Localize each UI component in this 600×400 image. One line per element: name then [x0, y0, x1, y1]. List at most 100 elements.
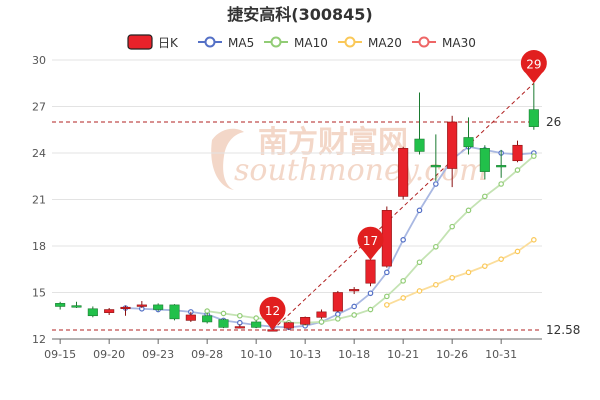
- legend-label: MA10: [294, 36, 328, 50]
- ma-point-ma20: [400, 295, 406, 301]
- ma-point-ma10: [318, 319, 325, 325]
- candle-body: [398, 148, 409, 197]
- ma-point-ma5: [384, 269, 390, 276]
- ma-point-ma10: [237, 312, 243, 319]
- marker-pin: [520, 50, 547, 84]
- ma-point-ma20: [498, 256, 504, 262]
- ma-point-ma10: [335, 316, 341, 322]
- candle-body: [349, 289, 360, 292]
- legend-swatch-candle: [127, 34, 153, 50]
- ma-point-ma5: [367, 290, 374, 297]
- chart-title: 捷安高科(300845): [227, 5, 372, 24]
- ma-point-ma10: [400, 278, 406, 284]
- candle-body: [316, 311, 327, 318]
- grid: [52, 59, 542, 340]
- candle-body: [169, 304, 180, 320]
- candle-body: [414, 138, 425, 152]
- candle-body: [447, 121, 458, 169]
- marker-pin: [259, 296, 286, 331]
- x-tick-label: 09-23: [142, 348, 174, 361]
- candle-body: [120, 306, 131, 310]
- trend-line: [272, 82, 535, 331]
- legend-swatch-marker: [270, 36, 282, 48]
- ma-point-ma5: [335, 311, 341, 318]
- x-tick-label: 10-21: [387, 348, 419, 361]
- candle-body: [463, 137, 474, 148]
- candle-body: [71, 305, 82, 308]
- ma-point-ma20: [514, 248, 521, 255]
- y-tick-label: 18: [32, 240, 46, 253]
- candle-body: [251, 321, 262, 328]
- candle-body: [332, 292, 343, 312]
- candle-body: [512, 144, 523, 162]
- ma-point-ma5: [400, 237, 406, 243]
- marker-pin: [357, 226, 384, 260]
- ma-point-ma20: [482, 263, 488, 269]
- candle-body: [479, 148, 490, 172]
- candle-body: [300, 316, 311, 325]
- y-axis: 12 15 18 21 24 27 30: [32, 54, 46, 346]
- ma-point-ma10: [351, 312, 357, 318]
- y-tick-label: 12: [32, 333, 46, 346]
- ma-point-ma20: [416, 288, 423, 294]
- ma-point-ma20: [531, 237, 537, 243]
- ma-point-ma5: [351, 303, 357, 310]
- ma-point-ma10: [204, 308, 210, 314]
- ma-point-ma10: [465, 207, 472, 214]
- candle-body: [202, 315, 213, 323]
- candle-body: [218, 319, 229, 328]
- lower-reference-label: 12.58: [546, 323, 580, 337]
- x-tick-label: 10-26: [436, 348, 468, 361]
- x-tick-label: 10-10: [240, 348, 272, 361]
- marker-label: 12: [265, 304, 280, 318]
- candle-body: [185, 314, 196, 321]
- ma-point-ma10: [531, 153, 537, 159]
- x-tick-label: 09-28: [191, 348, 223, 361]
- reference-lines: 26 12.58: [52, 82, 580, 337]
- y-tick-label: 21: [32, 194, 46, 207]
- ma-point-ma20: [384, 302, 390, 308]
- legend-label: 日K: [158, 36, 179, 50]
- ma-point-ma10: [253, 315, 259, 321]
- y-tick-label: 15: [32, 287, 46, 300]
- marker-label: 17: [363, 234, 378, 248]
- candle-body: [55, 303, 66, 307]
- x-tick-label: 10-31: [485, 348, 517, 361]
- legend: 日K MA5 MA10 MA20 MA30: [127, 34, 476, 50]
- legend-swatch-marker: [418, 36, 430, 48]
- candles: [55, 83, 539, 332]
- watermark-cn: 南方财富网: [258, 125, 408, 160]
- y-tick-label: 27: [32, 101, 46, 114]
- y-tick-label: 30: [32, 54, 46, 67]
- candle-body: [365, 259, 376, 284]
- ma-point-ma10: [384, 293, 390, 300]
- legend-label: MA20: [368, 36, 402, 50]
- candle-body: [136, 304, 147, 307]
- x-tick-label: 09-20: [93, 348, 125, 361]
- legend-label: MA5: [228, 36, 254, 50]
- ma-point-ma20: [465, 269, 472, 276]
- ma-point-ma10: [367, 306, 374, 313]
- ma-point-ma5: [433, 181, 439, 187]
- ma-point-ma10: [433, 243, 439, 250]
- ma-point-ma10: [482, 193, 488, 200]
- ma-point-ma10: [449, 223, 455, 230]
- ma-point-ma10: [514, 167, 521, 173]
- ma-point-ma10: [416, 259, 423, 266]
- candle-body: [528, 109, 539, 127]
- upper-reference-label: 26: [546, 115, 561, 129]
- x-tick-label: 10-13: [289, 348, 321, 361]
- ma-point-ma20: [449, 274, 455, 281]
- watermark-logo-icon: [211, 128, 244, 190]
- x-axis: 09-15 09-20 09-23 09-28 10-10 10-13 10-18 10-21…: [44, 338, 542, 361]
- candle-body: [381, 210, 392, 267]
- legend-label: MA30: [442, 36, 476, 50]
- candle-body: [283, 322, 294, 329]
- legend-swatch-marker: [344, 36, 356, 48]
- candle-body: [87, 308, 98, 317]
- ma-line-ma20: [386, 239, 535, 306]
- marker-label: 29: [526, 57, 541, 71]
- y-tick-label: 24: [32, 147, 46, 160]
- ma-point-ma5: [237, 319, 243, 326]
